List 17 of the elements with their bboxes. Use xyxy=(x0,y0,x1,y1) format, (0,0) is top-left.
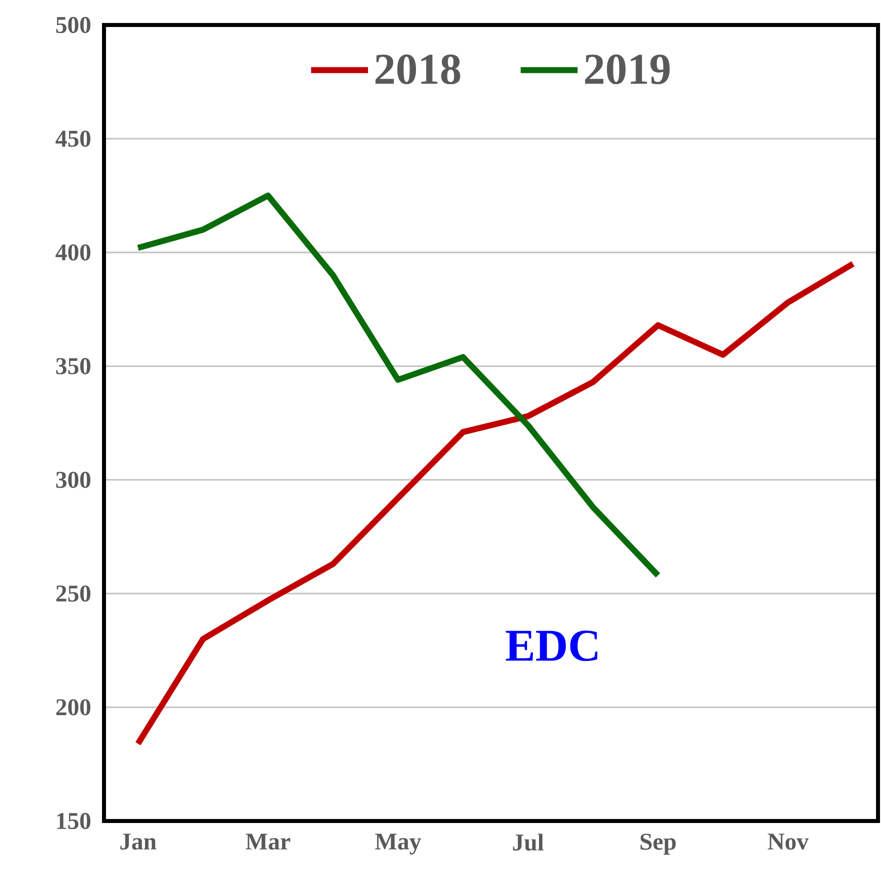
y-tick-label: 350 xyxy=(56,358,90,374)
y-tick-label: 150 xyxy=(57,812,90,830)
y-tick-label: 500 xyxy=(56,16,90,34)
x-tick-label: Mar xyxy=(246,834,290,850)
x-tick-label: Jan xyxy=(120,834,156,850)
y-tick-label: 400 xyxy=(56,244,90,261)
x-tick-label: Sep xyxy=(640,834,676,855)
legend-label: 2018 xyxy=(376,54,460,84)
y-tick-label: 250 xyxy=(56,585,90,602)
x-tick-label: May xyxy=(375,834,422,855)
y-tick-label: 450 xyxy=(56,130,90,147)
x-tick-label: Nov xyxy=(768,834,809,850)
annotation: EDC xyxy=(506,630,598,662)
legend-label: 2019 xyxy=(585,54,670,84)
y-tick-label: 300 xyxy=(56,472,90,488)
x-tick-label: Jul xyxy=(513,834,544,851)
y-tick-label: 200 xyxy=(56,699,90,716)
